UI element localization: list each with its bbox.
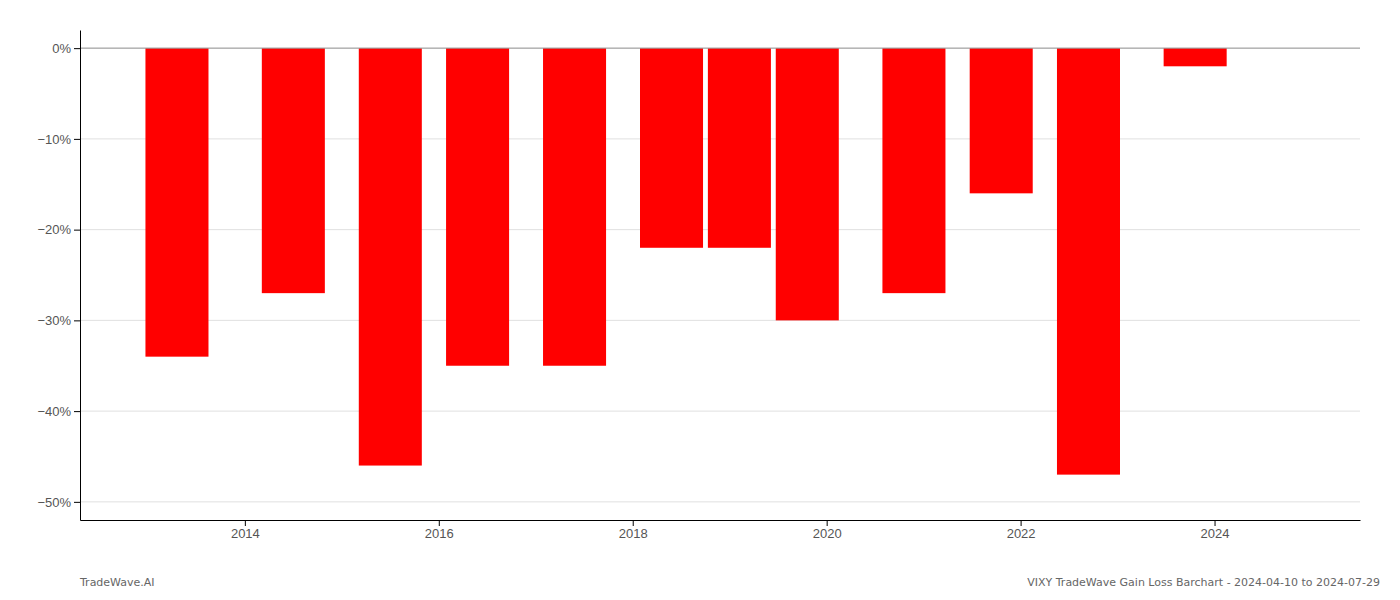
y-tick-mark [74, 502, 80, 503]
x-axis: 2014 2016 2018 2020 2022 2024 [81, 520, 1361, 541]
x-tick: 2016 [425, 520, 454, 541]
x-tick-label: 2024 [1201, 526, 1230, 541]
y-tick-label: −30% [37, 313, 71, 328]
x-tick-mark [1215, 520, 1216, 526]
x-tick-label: 2016 [425, 526, 454, 541]
y-tick-label: 0% [52, 41, 71, 56]
x-tick: 2018 [619, 520, 648, 541]
y-tick: −10% [37, 132, 80, 147]
y-axis: 0% −10% −20% −30% −40% −50% [37, 31, 80, 521]
zero-line [80, 48, 1360, 49]
x-tick-mark [439, 520, 440, 526]
bar [1057, 48, 1120, 474]
y-tick-mark [74, 139, 80, 140]
x-tick-label: 2014 [231, 526, 260, 541]
y-tick: −40% [37, 404, 80, 419]
y-tick-label: −40% [37, 404, 71, 419]
x-tick-label: 2022 [1007, 526, 1036, 541]
grid [80, 48, 1360, 502]
bar [446, 48, 509, 366]
x-tick-label: 2020 [813, 526, 842, 541]
y-tick-mark [74, 411, 80, 412]
y-tick: −20% [37, 222, 80, 237]
bar [640, 48, 703, 248]
x-tick-mark [245, 520, 246, 526]
bars [145, 48, 1226, 474]
grid-line [80, 320, 1360, 321]
bar [359, 48, 422, 465]
bar [262, 48, 325, 293]
y-tick-label: −50% [37, 495, 71, 510]
grid-line [80, 48, 1360, 49]
x-tick-mark [1021, 520, 1022, 526]
bar [776, 48, 839, 320]
bar [970, 48, 1033, 193]
y-axis-line [80, 31, 81, 521]
x-tick-label: 2018 [619, 526, 648, 541]
plot: 0%−10%−20%−30%−40%−50%201420162018202020… [37, 31, 1360, 542]
y-tick-mark [74, 230, 80, 231]
y-tick-label: −20% [37, 222, 71, 237]
footer-left: TradeWave.AI [79, 576, 155, 589]
y-tick-label: −10% [37, 132, 71, 147]
x-tick: 2020 [813, 520, 842, 541]
x-axis-line [81, 520, 1361, 521]
bar [882, 48, 945, 293]
x-tick-mark [633, 520, 634, 526]
x-tick-mark [827, 520, 828, 526]
y-tick: −50% [37, 495, 80, 510]
chart: 0%−10%−20%−30%−40%−50%201420162018202020… [0, 0, 1400, 600]
y-tick: −30% [37, 313, 80, 328]
bar [543, 48, 606, 366]
bar [145, 48, 208, 357]
bar [708, 48, 771, 248]
y-tick-mark [74, 48, 80, 49]
grid-line [80, 501, 1360, 502]
grid-line [80, 411, 1360, 412]
x-tick: 2022 [1007, 520, 1036, 541]
y-tick: 0% [52, 41, 80, 56]
x-tick: 2014 [231, 520, 260, 541]
footer-right: VIXY TradeWave Gain Loss Barchart - 2024… [1027, 576, 1380, 589]
bar [1164, 48, 1227, 66]
x-tick: 2024 [1201, 520, 1230, 541]
y-tick-mark [74, 320, 80, 321]
